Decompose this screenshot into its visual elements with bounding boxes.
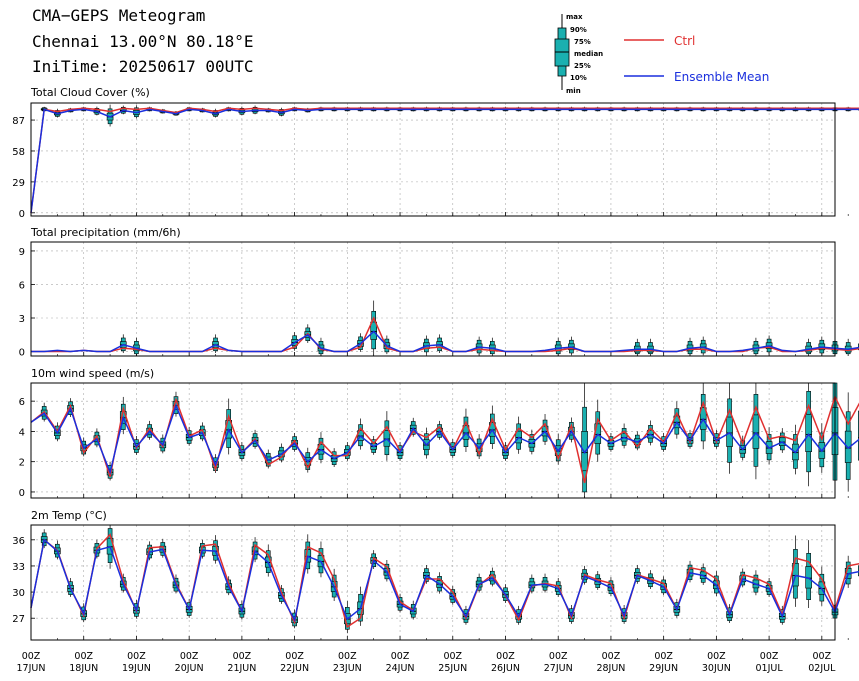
box-p25-p75 <box>726 416 733 447</box>
series-line-ensemble-mean <box>30 108 859 213</box>
legend-p75: 75% <box>574 38 591 46</box>
x-tick-label-date: 20JUN <box>175 663 204 674</box>
series-line-ctrl <box>31 316 859 353</box>
x-tick-label-date: 18JUN <box>69 663 98 674</box>
series-line-ctrl <box>30 107 859 213</box>
x-tick-label-date: 24JUN <box>386 663 415 674</box>
x-tick-label-date: 01JUL <box>756 663 784 674</box>
panel-title: 10m wind speed (m/s) <box>31 367 154 380</box>
box-p25-p75 <box>752 414 760 449</box>
legend-mean-label: Ensemble Mean <box>674 70 769 84</box>
x-tick-label: 00Z <box>391 651 410 662</box>
x-tick-label-date: 19JUN <box>122 663 151 674</box>
y-tick-label: 30 <box>12 588 25 599</box>
x-tick-label: 00Z <box>127 651 146 662</box>
y-tick-label: 87 <box>12 116 25 127</box>
location-label: Chennai 13.00°N 80.18°E <box>32 32 254 51</box>
y-tick-label: 33 <box>12 562 25 573</box>
box-p25-p75 <box>844 430 852 463</box>
x-tick-label: 00Z <box>654 651 673 662</box>
plot-frame <box>30 102 836 217</box>
x-tick-label-date: 30JUN <box>702 663 731 674</box>
plot-frame <box>30 524 836 641</box>
y-tick-label: 6 <box>19 280 25 291</box>
box-p25-p75 <box>805 414 812 452</box>
x-tick-label: 00Z <box>74 651 93 662</box>
x-tick-label-date: 25JUN <box>438 663 467 674</box>
x-tick-label-date: 17JUN <box>17 663 46 674</box>
x-tick-label-date: 29JUN <box>649 663 678 674</box>
y-tick-label: 0 <box>19 348 25 359</box>
plot-frame <box>30 382 836 499</box>
y-tick-label: 0 <box>19 209 25 220</box>
legend-p90: 90% <box>570 26 587 34</box>
y-tick-label: 29 <box>12 178 25 189</box>
panel-title: 2m Temp (°C) <box>31 509 107 522</box>
legend-box-icon <box>554 14 570 90</box>
series-line-ctrl <box>30 394 859 484</box>
y-tick-label: 2 <box>19 458 25 469</box>
y-tick-label: 6 <box>19 397 25 408</box>
y-tick-label: 3 <box>19 314 25 325</box>
x-tick-label: 00Z <box>285 651 304 662</box>
x-tick-label-date: 21JUN <box>227 663 256 674</box>
legend: max 90% 75% median 25% 10% min Ctrl Ense… <box>554 13 769 95</box>
y-tick-label: 58 <box>12 147 25 158</box>
init-time-label: IniTime: 20250617 00UTC <box>32 57 254 76</box>
chart-panel-0: Total Cloud Cover (%) 0 29 58 87 <box>12 86 859 220</box>
x-tick-label: 00Z <box>549 651 568 662</box>
x-tick-label: 00Z <box>233 651 252 662</box>
box-p25-p75 <box>581 431 588 472</box>
y-tick-label: 0 <box>19 488 25 499</box>
plot-frame <box>30 241 836 357</box>
series-line-ensemble-mean <box>31 330 859 353</box>
y-tick-label: 27 <box>12 614 25 625</box>
x-tick-label: 00Z <box>443 651 462 662</box>
x-tick-label-date: 28JUN <box>596 663 625 674</box>
x-tick-label: 00Z <box>602 651 621 662</box>
x-tick-label-date: 02JUL <box>808 663 836 674</box>
chart-panel-3: 2m Temp (°C)2730333600Z17JUN00Z18JUN00Z1… <box>12 509 859 674</box>
y-tick-label: 36 <box>12 536 25 547</box>
x-tick-label-date: 27JUN <box>544 663 573 674</box>
legend-ctrl-label: Ctrl <box>674 34 695 48</box>
page-title: CMA−GEPS Meteogram <box>32 6 206 25</box>
series-line-ensemble-mean <box>30 538 859 623</box>
legend-max: max <box>566 13 583 21</box>
chart-panel-2: 10m wind speed (m/s) 0 2 4 6 <box>19 367 859 499</box>
box-p25-p75 <box>792 563 799 587</box>
y-tick-label: 4 <box>19 427 25 438</box>
series-line-ensemble-mean <box>30 403 859 475</box>
legend-median: median <box>574 50 603 58</box>
series-line-ctrl <box>30 533 859 629</box>
chart-panel-1: Total precipitation (mm/6h) 0 3 6 9 <box>19 226 859 359</box>
x-tick-label: 00Z <box>22 651 41 662</box>
x-tick-label: 00Z <box>496 651 515 662</box>
legend-p10: 10% <box>570 74 587 82</box>
x-tick-label-date: 22JUN <box>280 663 309 674</box>
legend-min: min <box>566 87 581 95</box>
x-tick-label-date: 26JUN <box>491 663 520 674</box>
x-tick-label-date: 23JUN <box>333 663 362 674</box>
legend-p25: 25% <box>574 62 591 70</box>
x-tick-label: 00Z <box>707 651 726 662</box>
x-tick-label: 00Z <box>760 651 779 662</box>
x-tick-label: 00Z <box>813 651 832 662</box>
panel-title: Total precipitation (mm/6h) <box>30 226 181 239</box>
y-tick-label: 9 <box>19 247 25 258</box>
x-tick-label: 00Z <box>180 651 199 662</box>
x-tick-label: 00Z <box>338 651 357 662</box>
panel-title: Total Cloud Cover (%) <box>30 86 150 99</box>
